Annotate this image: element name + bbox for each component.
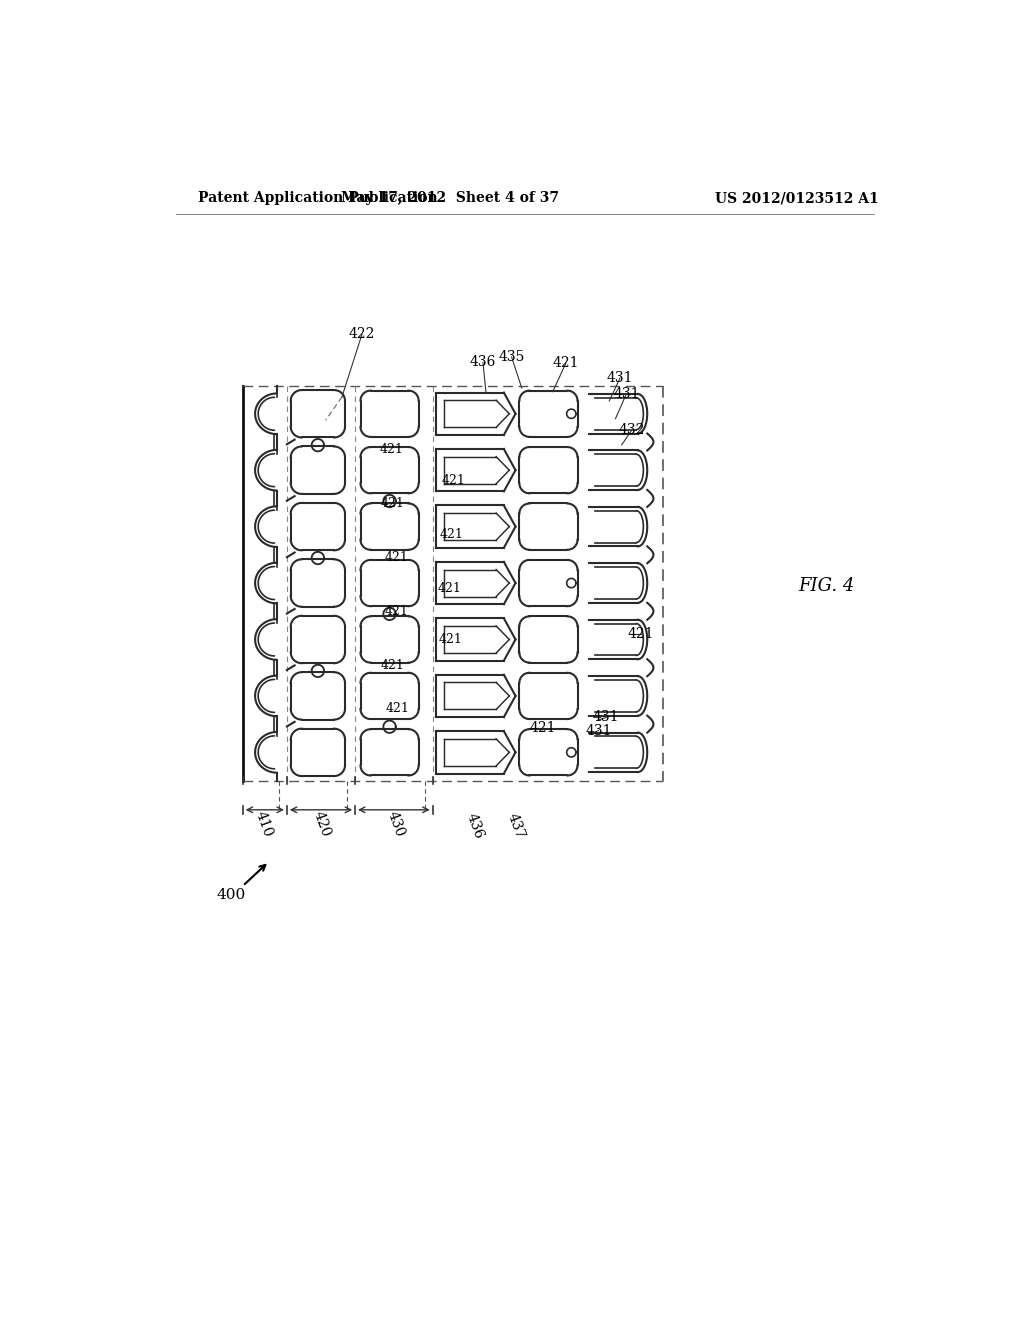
Text: 410: 410 (253, 809, 274, 838)
Text: 421: 421 (384, 550, 409, 564)
Text: 421: 421 (437, 582, 462, 594)
Text: 431: 431 (585, 723, 611, 738)
Text: Patent Application Publication: Patent Application Publication (198, 191, 437, 206)
Text: 421: 421 (628, 627, 654, 642)
Text: 421: 421 (529, 721, 556, 735)
Text: FIG. 4: FIG. 4 (799, 577, 855, 595)
Text: 421: 421 (441, 474, 466, 487)
Text: 437: 437 (505, 812, 526, 841)
Text: 430: 430 (384, 809, 407, 838)
Text: 432: 432 (618, 424, 645, 437)
Text: 436: 436 (470, 355, 497, 370)
Text: 436: 436 (464, 812, 486, 841)
Text: 421: 421 (381, 496, 404, 510)
Text: US 2012/0123512 A1: US 2012/0123512 A1 (716, 191, 880, 206)
Text: May 17, 2012  Sheet 4 of 37: May 17, 2012 Sheet 4 of 37 (341, 191, 559, 206)
Text: 431: 431 (607, 371, 634, 385)
Text: 421: 421 (553, 356, 580, 370)
Text: 421: 421 (380, 444, 403, 455)
Text: 421: 421 (384, 605, 409, 618)
Text: 431: 431 (613, 387, 640, 401)
Text: 400: 400 (216, 888, 246, 903)
Text: 421: 421 (440, 528, 464, 541)
Text: 421: 421 (438, 634, 463, 647)
Text: 435: 435 (499, 350, 525, 364)
Text: 422: 422 (349, 327, 375, 341)
Text: 431: 431 (593, 710, 620, 725)
Text: 420: 420 (310, 809, 333, 838)
Text: 421: 421 (381, 659, 404, 672)
Text: 421: 421 (386, 702, 410, 715)
